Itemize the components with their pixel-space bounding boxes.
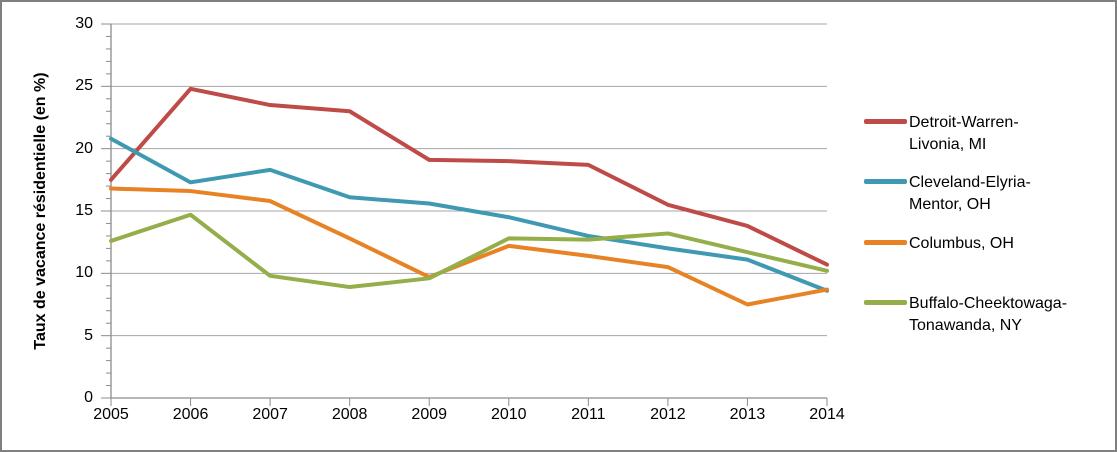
legend-label-line: Detroit-Warren- [909,114,1019,131]
legend-label-line: Tonawanda, NY [909,317,1022,334]
series-line-detroit-warren-livonia-mi [109,86,829,267]
y-tick-label: 0 [84,389,93,406]
x-tick-label: 2014 [809,406,845,423]
legend-item-cleveland: Cleveland-Elyria- Mentor, OH [864,172,1099,216]
legend-label-line: Buffalo-Cheektowaga- [909,295,1068,312]
y-tick-label: 30 [75,15,93,32]
y-tick-label: 20 [75,139,93,157]
x-tick-label: 2007 [252,406,288,423]
x-tick-label: 2013 [729,406,766,423]
legend-item-buffalo: Buffalo-Cheektowaga- Tonawanda, NY [864,293,1099,337]
x-tick-label: 2006 [172,406,209,423]
x-tick-label: 2011 [571,406,606,423]
x-tick-label: 2009 [411,406,448,423]
y-tick-label: 15 [75,202,93,219]
legend-item-detroit: Detroit-Warren- Livonia, MI [864,112,1099,156]
series-line-buffalo-cheektowaga-tonawanda-ny [109,212,829,290]
legend-label-line: Columbus, OH [909,235,1014,252]
legend-swatch-columbus [864,240,907,245]
x-tick-label: 2008 [331,406,368,423]
y-tick-label: 25 [75,77,93,95]
legend-swatch-buffalo [864,300,907,305]
legend-label-line: Mentor, OH [909,196,991,213]
legend-swatch-cleveland [864,179,907,184]
legend-label-line: Cleveland-Elyria- [909,174,1031,191]
series-line-columbus-oh [109,186,829,307]
x-tick-label: 2012 [650,406,686,423]
y-tick-label: 5 [84,326,93,344]
y-tick-label: 10 [75,264,93,282]
y-axis-title: Taux de vacance résidentielle (en %) [32,72,49,350]
legend-item-columbus: Columbus, OH [864,233,1099,255]
legend-swatch-detroit [864,119,907,124]
x-tick-label: 2010 [490,406,527,423]
legend-label-line: Livonia, MI [909,136,987,153]
series-line-cleveland-elyria-mentor-oh [109,136,829,293]
x-tick-label: 2005 [93,406,129,423]
